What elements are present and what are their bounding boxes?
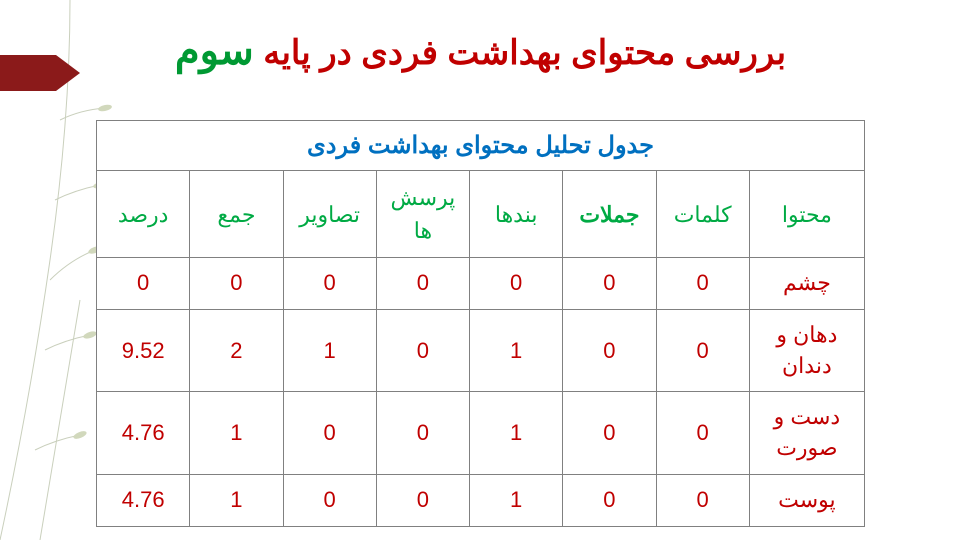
cell: 0 xyxy=(190,258,283,310)
cell: 0 xyxy=(283,258,376,310)
table-row: دست و صورت 0 0 1 0 0 1 4.76 xyxy=(97,392,865,475)
cell: 0 xyxy=(656,392,749,475)
col-header-questions: پرسش ها xyxy=(376,171,469,258)
cell: 0 xyxy=(656,258,749,310)
cell: 0 xyxy=(656,474,749,526)
col-header-sum: جمع xyxy=(190,171,283,258)
row-label: پوست xyxy=(749,474,864,526)
cell: 0 xyxy=(376,309,469,392)
cell: 0 xyxy=(563,474,656,526)
cell: 2 xyxy=(190,309,283,392)
cell: 1 xyxy=(283,309,376,392)
col-header-words: کلمات xyxy=(656,171,749,258)
cell: 4.76 xyxy=(97,474,190,526)
cell: 9.52 xyxy=(97,309,190,392)
cell: 1 xyxy=(470,474,563,526)
cell: 0 xyxy=(563,392,656,475)
content-analysis-table: جدول تحلیل محتوای بهداشت فردی محتوا کلما… xyxy=(96,120,865,527)
slide-arrow-marker xyxy=(0,55,80,91)
table-header-row: محتوا کلمات جملات بندها پرسش ها تصاویر ج… xyxy=(97,171,865,258)
row-label: چشم xyxy=(749,258,864,310)
cell: 0 xyxy=(656,309,749,392)
row-label: دست و صورت xyxy=(749,392,864,475)
cell: 0 xyxy=(376,258,469,310)
table-row: دهان و دندان 0 0 1 0 1 2 9.52 xyxy=(97,309,865,392)
title-grade: سوم xyxy=(175,29,254,73)
row-label: دهان و دندان xyxy=(749,309,864,392)
table-row: پوست 0 0 1 0 0 1 4.76 xyxy=(97,474,865,526)
slide-title: بررسی محتوای بهداشت فردی در پایه سوم xyxy=(100,28,861,74)
cell: 0 xyxy=(563,258,656,310)
cell: 0 xyxy=(283,474,376,526)
cell: 1 xyxy=(470,392,563,475)
cell: 0 xyxy=(563,309,656,392)
cell: 1 xyxy=(190,392,283,475)
col-header-paragraphs: بندها xyxy=(470,171,563,258)
table-title: جدول تحلیل محتوای بهداشت فردی xyxy=(97,121,865,171)
col-header-sentences: جملات xyxy=(563,171,656,258)
cell: 0 xyxy=(376,392,469,475)
col-header-images: تصاویر xyxy=(283,171,376,258)
table-row: چشم 0 0 0 0 0 0 0 xyxy=(97,258,865,310)
cell: 1 xyxy=(190,474,283,526)
col-header-percent: درصد xyxy=(97,171,190,258)
content-analysis-table-wrap: جدول تحلیل محتوای بهداشت فردی محتوا کلما… xyxy=(96,120,865,540)
cell: 0 xyxy=(376,474,469,526)
col-header-content: محتوا xyxy=(749,171,864,258)
cell: 1 xyxy=(470,309,563,392)
cell: 0 xyxy=(283,392,376,475)
cell: 0 xyxy=(470,258,563,310)
cell: 0 xyxy=(97,258,190,310)
title-main: بررسی محتوای بهداشت فردی در پایه xyxy=(254,34,786,72)
cell: 4.76 xyxy=(97,392,190,475)
